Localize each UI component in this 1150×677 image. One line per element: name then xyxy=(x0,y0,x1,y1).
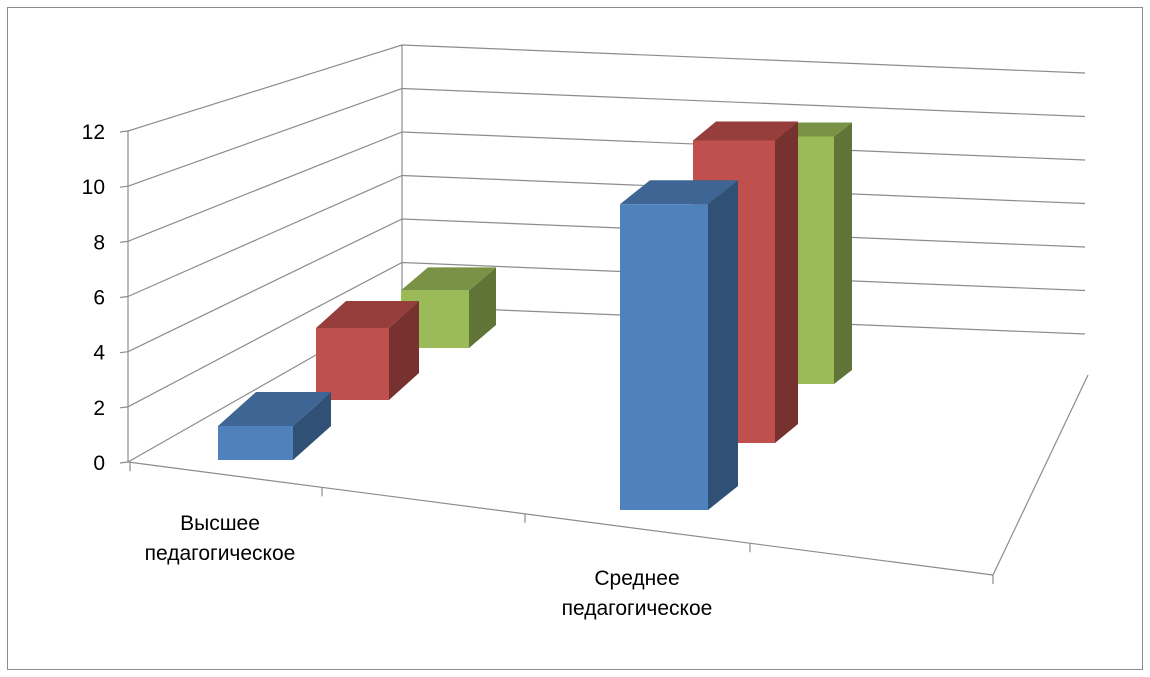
category-label: Среднее xyxy=(594,567,679,590)
category-label: педагогическое xyxy=(562,597,713,620)
bar-side xyxy=(834,122,852,384)
y-tick-label: 0 xyxy=(93,452,105,475)
bar-side xyxy=(293,392,331,460)
bar-side xyxy=(708,180,738,510)
y-tick-label: 2 xyxy=(93,397,105,420)
x-axis-line xyxy=(127,461,994,576)
category-label: Высшее xyxy=(180,512,260,535)
y-tick-label: 6 xyxy=(93,287,105,310)
bar xyxy=(316,328,389,400)
bar-top xyxy=(620,180,738,205)
floor-right-edge xyxy=(992,374,1089,576)
bar-side xyxy=(469,267,496,348)
category-label: педагогическое xyxy=(145,542,296,565)
gridline xyxy=(127,87,1086,187)
y-tick-mark xyxy=(119,185,129,188)
y-tick-label: 10 xyxy=(82,176,105,199)
bars xyxy=(218,121,852,510)
y-tick-mark xyxy=(119,240,129,243)
bar-top xyxy=(316,301,419,328)
gridline xyxy=(127,44,1086,132)
y-tick-mark xyxy=(119,295,129,299)
axes xyxy=(119,45,1089,584)
gridline xyxy=(127,174,1086,298)
y-tick-label: 8 xyxy=(93,231,105,254)
labels: 0 2 4 6 8 10 12 Высшее педагогическое Среднее педа… xyxy=(82,121,713,620)
bar-top xyxy=(693,121,798,141)
bar-side xyxy=(775,121,798,443)
y-tick-mark xyxy=(119,130,129,133)
bar-top xyxy=(218,392,331,426)
gridline xyxy=(127,131,1086,242)
bar xyxy=(218,426,293,460)
chart-frame xyxy=(7,7,1143,670)
y-tick-label: 12 xyxy=(82,121,105,144)
bar-side xyxy=(389,301,419,400)
bar-top xyxy=(401,267,496,291)
y-tick-label: 4 xyxy=(93,342,105,365)
gridline xyxy=(127,261,1086,408)
bar xyxy=(620,204,708,510)
y-tick-mark xyxy=(119,461,129,464)
y-tick-mark xyxy=(119,406,129,409)
y-tick-mark xyxy=(119,351,129,354)
